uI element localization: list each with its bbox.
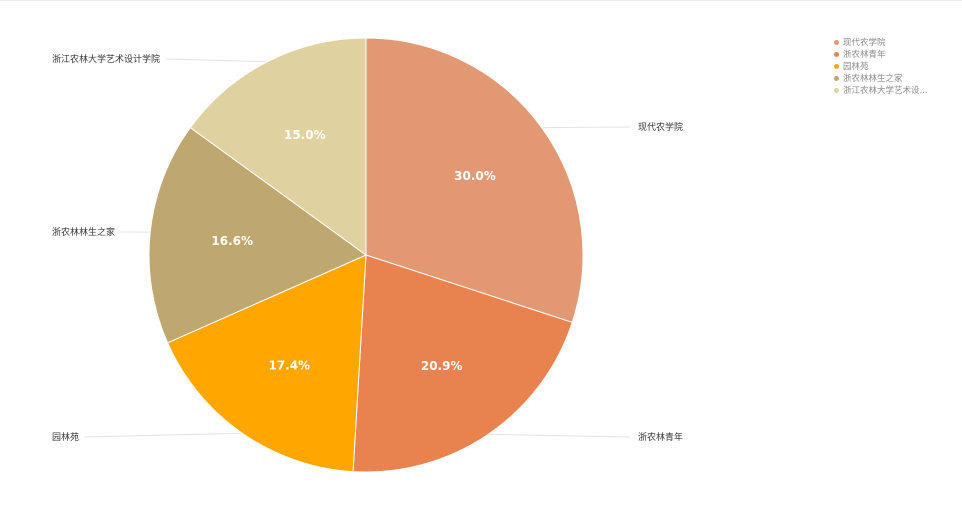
slice-category-label-4: 浙农林林生之家 — [52, 226, 115, 238]
slice-category-label-3: 园林苑 — [52, 431, 79, 443]
slices — [149, 38, 583, 472]
slice-category-label-2: 浙农林青年 — [638, 431, 683, 443]
slice-value-label-5: 15.0% — [284, 128, 326, 142]
legend-item[interactable]: 浙农林青年 — [834, 48, 928, 60]
chart-legend: 现代农学院浙农林青年园林苑浙农林林生之家浙江农林大学艺术设... — [834, 36, 928, 96]
slice-category-label-5: 浙江农林大学艺术设计学院 — [52, 53, 160, 65]
legend-marker — [834, 52, 839, 57]
legend-label: 园林苑 — [843, 60, 869, 72]
legend-label: 浙江农林大学艺术设... — [843, 84, 928, 96]
slice-value-label-4: 16.6% — [211, 234, 253, 248]
legend-marker — [834, 88, 839, 93]
slice-category-label-1: 现代农学院 — [638, 121, 683, 133]
legend-label: 现代农学院 — [843, 36, 886, 48]
legend-label: 浙农林青年 — [843, 48, 886, 60]
leader-line-5 — [166, 59, 267, 62]
slice-value-label-3: 17.4% — [268, 359, 310, 373]
legend-marker — [834, 40, 839, 45]
legend-item[interactable]: 现代农学院 — [834, 36, 928, 48]
slice-value-label-1: 30.0% — [454, 169, 496, 183]
legend-marker — [834, 64, 839, 69]
legend-item[interactable]: 浙农林林生之家 — [834, 72, 928, 84]
legend-item[interactable]: 园林苑 — [834, 60, 928, 72]
legend-label: 浙农林林生之家 — [843, 72, 903, 84]
leader-line-2 — [488, 434, 630, 437]
leader-line-3 — [84, 433, 243, 437]
slice-value-label-2: 20.9% — [421, 359, 463, 373]
legend-item[interactable]: 浙江农林大学艺术设... — [834, 84, 928, 96]
legend-marker — [834, 76, 839, 81]
leader-line-1 — [542, 127, 630, 128]
